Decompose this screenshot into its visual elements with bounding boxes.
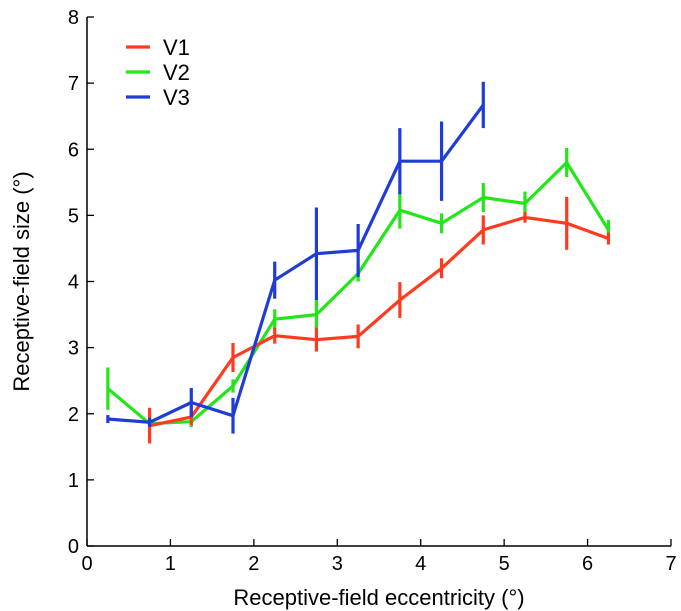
x-tick-label: 5 — [499, 553, 510, 575]
y-tick-label: 8 — [68, 7, 79, 29]
y-tick-label: 7 — [68, 73, 79, 95]
legend-label-v1: V1 — [163, 35, 190, 60]
series-v2 — [106, 147, 611, 428]
x-tick-label: 2 — [248, 553, 259, 575]
legend-label-v3: V3 — [163, 85, 190, 110]
y-tick-label: 4 — [68, 272, 79, 294]
series-layer — [106, 81, 611, 444]
x-axis-label: Receptive-field eccentricity (°) — [233, 585, 524, 610]
legend-label-v2: V2 — [163, 60, 190, 85]
series-line-v2 — [106, 160, 610, 426]
y-tick-label: 3 — [68, 338, 79, 360]
y-tick-label: 2 — [68, 404, 79, 426]
y-tick-label: 5 — [68, 205, 79, 227]
x-tick-label: 7 — [665, 553, 676, 575]
x-tick-label: 6 — [582, 553, 593, 575]
y-axis-label: Receptive-field size (°) — [9, 171, 34, 391]
series-line-v1 — [149, 215, 609, 428]
axes: 0 1 2 3 4 5 6 7 0 1 2 3 4 5 6 7 8 — [68, 7, 677, 575]
x-tick-label: 1 — [165, 553, 176, 575]
series-line-v3 — [107, 103, 485, 424]
y-tick-label: 6 — [68, 139, 79, 161]
x-tick-label: 3 — [332, 553, 343, 575]
y-tick-label: 1 — [68, 470, 79, 492]
y-tick-label: 0 — [68, 536, 79, 558]
x-tick-label: 4 — [415, 553, 426, 575]
x-tick-label: 0 — [81, 553, 92, 575]
series-v3 — [106, 81, 485, 434]
series-v1 — [147, 196, 611, 444]
